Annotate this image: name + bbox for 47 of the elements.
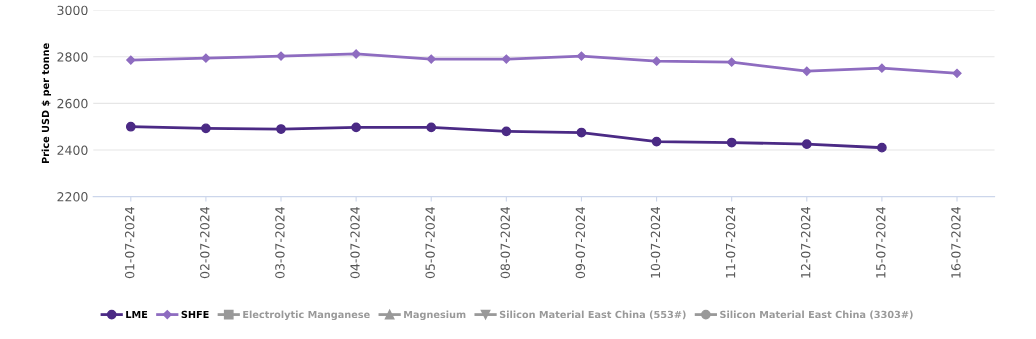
x-tick-label: 15-07-2024: [876, 207, 886, 278]
point: [351, 49, 361, 59]
point: [877, 142, 887, 153]
x-tick-label: 04-07-2024: [350, 207, 360, 279]
legend-label: LME: [126, 310, 148, 318]
legend-label: SHFE: [181, 310, 209, 319]
y-tick-label: 2600: [57, 98, 88, 109]
x-tick-label: 05-07-2024: [425, 207, 435, 279]
point: [651, 56, 662, 66]
point: [877, 63, 887, 73]
point: [801, 139, 812, 150]
point: [501, 54, 511, 64]
point: [126, 55, 136, 65]
point: [952, 68, 962, 78]
legend-label: Electrolytic Manganese: [243, 310, 370, 321]
x-tick-label: 08-07-2024: [500, 207, 510, 279]
y-axis-title: Price USD $ per tonne: [41, 43, 52, 163]
point: [727, 57, 737, 67]
y-tick-label: 2200: [57, 192, 88, 202]
point: [426, 122, 437, 133]
point: [201, 123, 211, 134]
point: [651, 136, 662, 147]
x-tick-label: 03-07-2024: [275, 207, 285, 279]
legend-label: Silicon Material East China (553#): [499, 310, 686, 320]
point: [576, 51, 587, 61]
point: [426, 54, 436, 64]
point: [125, 121, 136, 132]
x-tick-label: 02-07-2024: [200, 207, 210, 279]
x-tick-label: 16-07-2024: [951, 207, 961, 278]
x-tick-label: 09-07-2024: [575, 207, 586, 279]
x-tick-label: 12-07-2024: [800, 207, 811, 278]
y-tick-label: 2400: [57, 145, 88, 155]
point: [276, 124, 286, 134]
x-tick-label: 10-07-2024: [650, 207, 661, 278]
point: [501, 126, 512, 137]
legend-label: Silicon Material East China (3303#): [720, 310, 913, 320]
point: [201, 53, 211, 63]
y-tick-label: 2800: [57, 52, 88, 62]
y-tick-label: 3000: [57, 5, 88, 16]
point: [276, 51, 286, 61]
legend-label: Magnesium: [404, 310, 466, 321]
x-tick-label: 11-07-2024: [725, 207, 736, 278]
point: [576, 127, 587, 138]
point: [351, 122, 361, 133]
x-tick-label: 01-07-2024: [124, 207, 135, 279]
point: [726, 137, 737, 148]
point: [802, 66, 812, 76]
